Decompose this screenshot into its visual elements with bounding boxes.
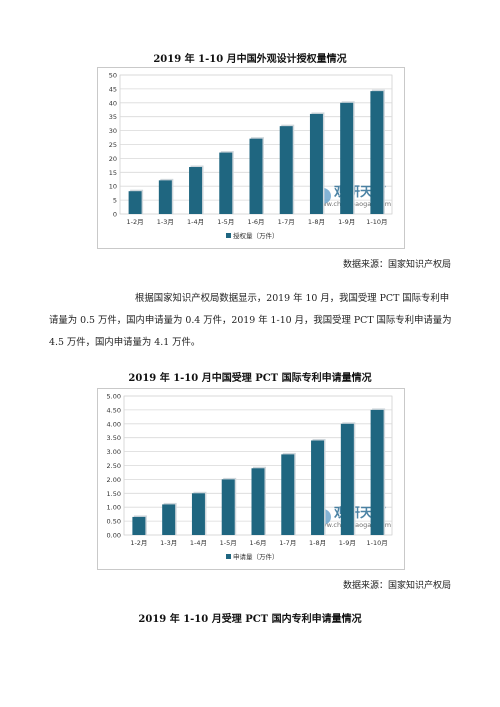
- chart1-x-tick-label: 1-8月: [308, 218, 325, 226]
- chart2-bar: [281, 454, 295, 535]
- chart2-x-tick-label: 1-9月: [339, 539, 356, 547]
- chart1-source: 数据来源：国家知识产权局: [342, 260, 451, 270]
- chart2-bar: [311, 440, 325, 535]
- chart2-x-tick-label: 1-8月: [309, 539, 326, 547]
- chart1-legend-swatch: [226, 233, 231, 238]
- chart2-y-tick-label: 5.00: [107, 393, 121, 401]
- chart1-y-tick-label: 20: [109, 155, 117, 163]
- chart1-legend-label: 授权量（万件）: [233, 231, 279, 240]
- chart1-bar: [189, 167, 203, 214]
- chart1-svg: 05101520253035404550观研天下www.chinabaogao.…: [109, 72, 393, 240]
- chart1-y-tick-label: 25: [109, 141, 117, 149]
- chart1-bar: [370, 91, 384, 214]
- chart2-x-tick-label: 1-2月: [130, 539, 147, 547]
- chart1-y-tick-label: 0: [113, 211, 117, 219]
- chart2-y-tick-label: 2.50: [107, 462, 121, 470]
- chart2-x-tick-label: 1-7月: [279, 539, 296, 547]
- chart2-bar: [162, 504, 176, 535]
- chart2-source: 数据来源：国家知识产权局: [342, 581, 451, 591]
- chart2-x-tick-label: 1-3月: [160, 539, 177, 547]
- chart1-y-tick-label: 30: [109, 127, 117, 135]
- chart2-y-tick-label: 2.00: [107, 476, 121, 484]
- chart2-bar: [132, 516, 146, 535]
- chart1-bar: [219, 152, 233, 214]
- chart1-bar: [128, 191, 142, 214]
- chart2-x-tick-label: 1-5月: [220, 539, 237, 547]
- chart2-y-tick-label: 3.00: [107, 448, 121, 456]
- chart1-y-tick-label: 40: [109, 99, 117, 107]
- chart2-y-tick-label: 0.00: [107, 532, 121, 540]
- chart2-x-tick-label: 1-6月: [249, 539, 266, 547]
- chart1-y-tick-label: 35: [109, 113, 117, 121]
- chart1-bar: [158, 180, 172, 214]
- chart1-x-tick-label: 1-3月: [157, 218, 174, 226]
- chart1-y-tick-label: 10: [109, 183, 117, 191]
- chart2-y-tick-label: 1.50: [107, 490, 121, 498]
- chart2-bar: [340, 423, 354, 535]
- chart2-y-tick-label: 4.50: [107, 406, 121, 414]
- chart1-x-tick-label: 1-6月: [247, 218, 264, 226]
- chart1-bar: [249, 138, 263, 214]
- chart1-y-tick-label: 5: [113, 197, 117, 205]
- chart1-title: 2019 年 1-10 月中国外观设计授权量情况: [153, 54, 347, 65]
- chart1-y-tick-label: 15: [109, 169, 117, 177]
- paragraph-text: 根据国家知识产权局数据显示，2019 年 10 月，我国受理 PCT 国际专利申…: [49, 293, 452, 348]
- chart2-bar: [191, 493, 205, 535]
- chart2-x-tick-label: 1-10月: [366, 539, 387, 547]
- chart2-title: 2019 年 1-10 月中国受理 PCT 国际专利申请量情况: [128, 373, 372, 384]
- chart2-container: 0.00 0.50 1.00 1.50 2.00 2.50 3.00 3.50 4.00 4.50…: [97, 388, 405, 570]
- chart2-bar: [221, 479, 235, 535]
- chart1-x-tick-label: 1-4月: [187, 218, 204, 226]
- chart2-legend-swatch: [226, 554, 231, 559]
- chart2-bar: [251, 468, 265, 535]
- chart2-y-tick-label: 4.00: [107, 420, 121, 428]
- chart2-x-tick-label: 1-4月: [190, 539, 207, 547]
- chart1-x-tick-label: 1-2月: [127, 218, 144, 226]
- chart1-x-tick-label: 1-10月: [366, 218, 387, 226]
- next-section-title: 2019 年 1-10 月受理 PCT 国内专利申请量情况: [138, 614, 362, 625]
- chart1-x-tick-label: 1-7月: [278, 218, 295, 226]
- chart1-bar: [309, 113, 323, 214]
- chart1-y-tick-label: 50: [109, 72, 117, 80]
- chart1-bar: [279, 126, 293, 214]
- chart1-y-tick-label: 45: [109, 85, 117, 93]
- chart1-x-tick-label: 1-5月: [217, 218, 234, 226]
- chart2-y-tick-label: 3.50: [107, 434, 121, 442]
- chart1-bar: [340, 102, 354, 214]
- chart2-legend-label: 申请量（万件）: [233, 552, 279, 561]
- chart1-x-tick-label: 1-9月: [338, 218, 355, 226]
- chart2-svg: 0.00 0.50 1.00 1.50 2.00 2.50 3.00 3.50 4.00 4.50…: [107, 393, 393, 561]
- chart2-y-tick-label: 1.00: [107, 504, 121, 512]
- chart2-bar: [370, 409, 384, 535]
- body-paragraph: 根据国家知识产权局数据显示，2019 年 10 月，我国受理 PCT 国际专利申…: [49, 288, 457, 354]
- chart2-y-tick-label: 0.50: [107, 518, 121, 526]
- chart1-container: 05101520253035404550观研天下www.chinabaogao.…: [97, 67, 405, 249]
